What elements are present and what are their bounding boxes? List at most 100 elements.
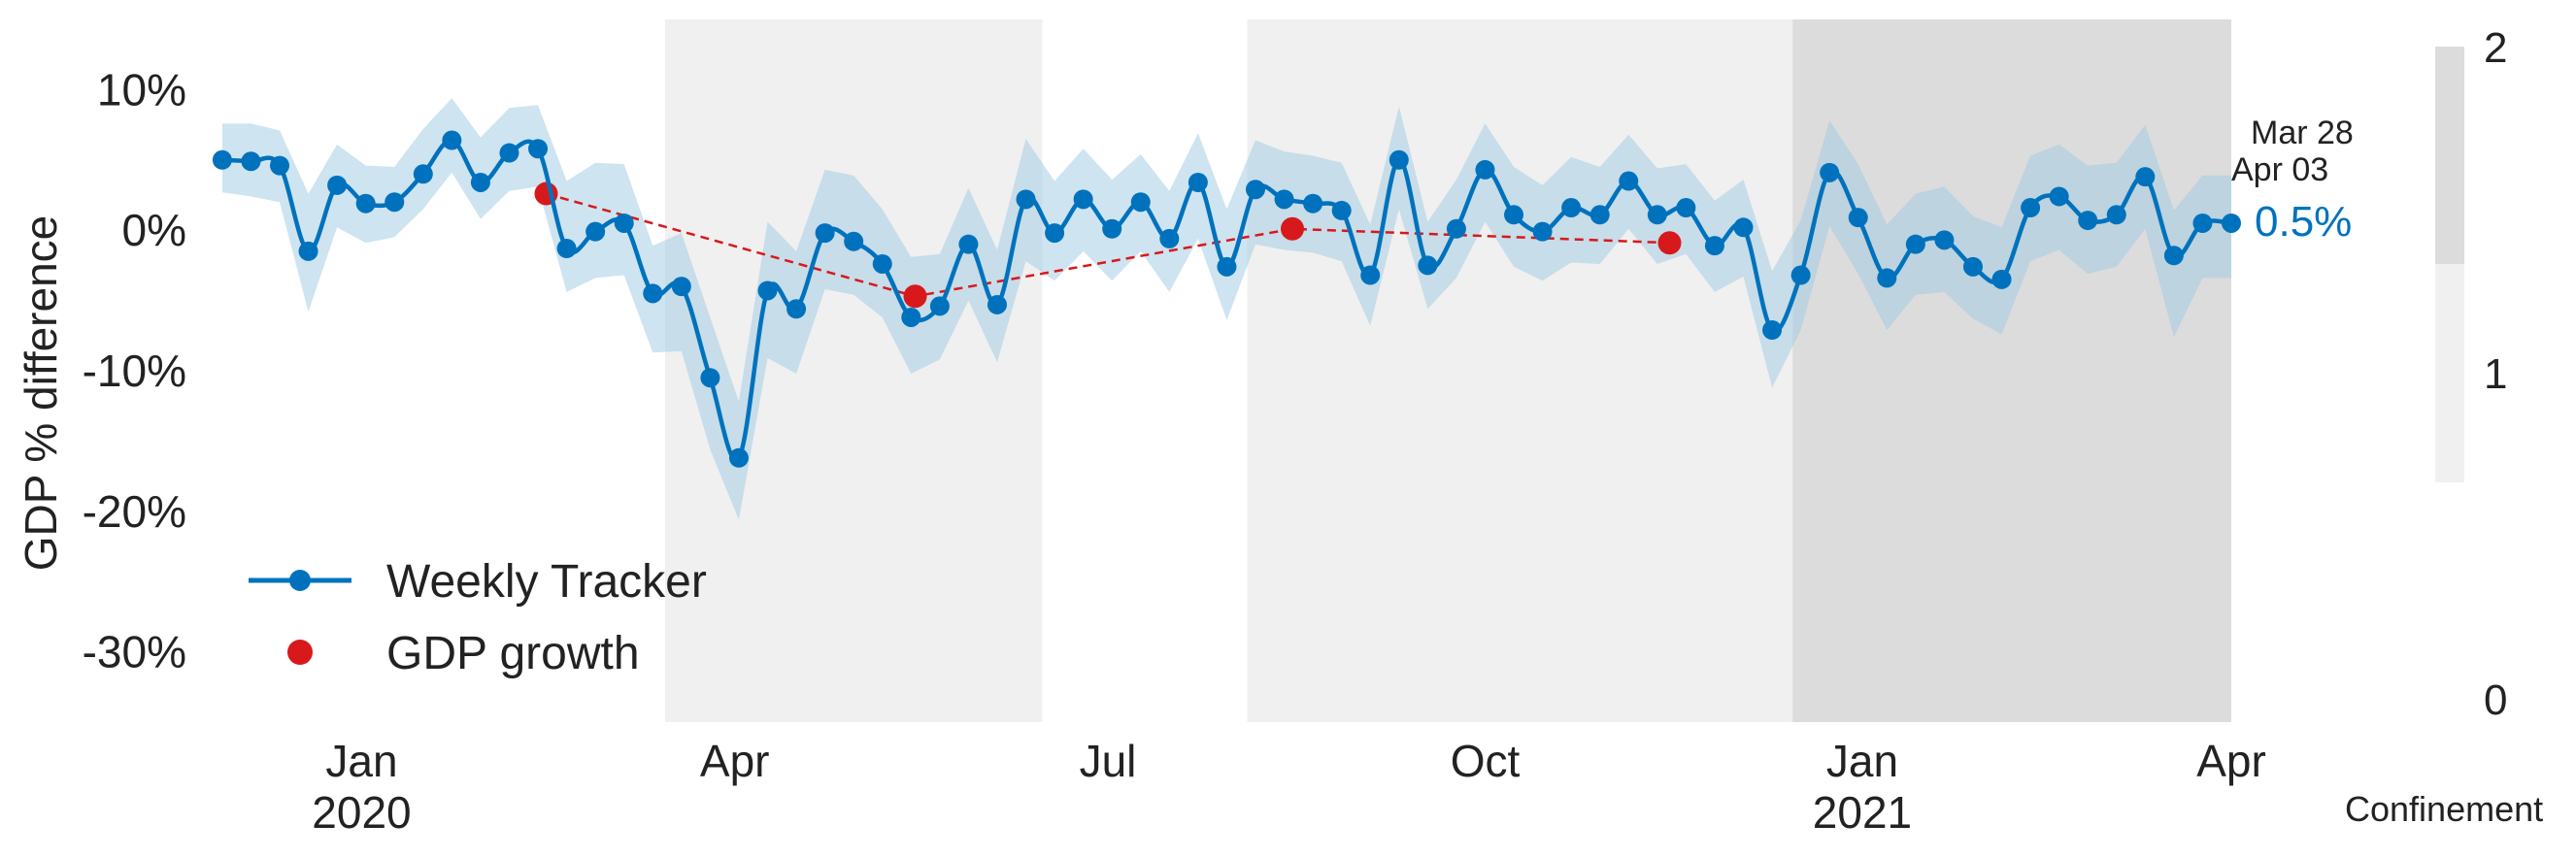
weekly-tracker-point <box>1647 205 1667 225</box>
weekly-tracker-point <box>1504 205 1524 225</box>
weekly-tracker-point <box>1704 236 1724 256</box>
weekly-tracker-point <box>1016 189 1036 210</box>
weekly-tracker-point <box>585 221 606 242</box>
weekly-tracker-point <box>1418 255 1438 276</box>
x-tick-label: Apr <box>2196 736 2266 786</box>
weekly-tracker-point <box>1934 230 1955 250</box>
weekly-tracker-point <box>1360 265 1381 285</box>
weekly-tracker-point <box>1188 172 1208 192</box>
weekly-tracker-point <box>1561 198 1582 218</box>
weekly-tracker-point <box>1619 171 1639 191</box>
weekly-tracker-point <box>1790 265 1811 285</box>
weekly-tracker-point <box>442 130 462 150</box>
weekly-tracker-point <box>2222 213 2241 233</box>
weekly-tracker-point <box>757 280 778 301</box>
x-tick-year-label: 2021 <box>1813 787 1912 838</box>
weekly-tracker-point <box>1246 180 1266 200</box>
weekly-tracker-point <box>470 172 490 192</box>
weekly-tracker-point <box>327 175 348 195</box>
weekly-tracker-point <box>1073 189 1093 210</box>
weekly-tracker-point <box>1905 234 1925 254</box>
weekly-tracker-point <box>929 296 950 316</box>
weekly-tracker-point <box>556 239 577 259</box>
gdp-growth-point <box>1281 216 1305 241</box>
colorbar-segment-level-2 <box>2435 47 2464 264</box>
confinement-period-2 <box>1247 19 1793 722</box>
legend: Weekly Tracker GDP growth <box>249 556 707 679</box>
colorbar: 2 1 0 Confinement <box>2345 24 2543 829</box>
y-tick-label: -10% <box>83 346 186 396</box>
weekly-tracker-point <box>1159 228 1180 248</box>
gdp-growth-series <box>534 181 1682 309</box>
y-tick-label: -20% <box>83 486 186 537</box>
weekly-tracker-point <box>1877 268 1897 288</box>
weekly-tracker-point <box>413 164 433 184</box>
weekly-tracker-point <box>2163 246 2184 266</box>
gdp-growth-dashed-line <box>546 192 1670 298</box>
colorbar-segment-level-1 <box>2435 264 2464 482</box>
legend-label-gdp-growth: GDP growth <box>386 628 640 679</box>
weekly-tracker-point <box>728 447 749 468</box>
weekly-tracker-point <box>1102 218 1122 239</box>
y-tick-label: 0% <box>122 205 186 255</box>
weekly-tracker-point <box>643 283 663 304</box>
annotation-date-bottom: Apr 03 <box>2231 151 2328 188</box>
confidence-band <box>221 98 2232 520</box>
weekly-tracker-point <box>355 193 376 214</box>
x-tick-label: Jan <box>1826 736 1898 786</box>
legend-item-weekly-tracker: Weekly Tracker <box>249 556 707 608</box>
weekly-tracker-point <box>987 294 1007 314</box>
weekly-tracker-point <box>1820 162 1840 182</box>
weekly-tracker-point <box>958 234 979 254</box>
weekly-tracker-point <box>2021 198 2041 218</box>
weekly-tracker-point <box>1589 205 1610 225</box>
weekly-tracker-point <box>1475 159 1495 180</box>
weekly-tracker-point <box>2135 167 2156 187</box>
x-tick-label: Jul <box>1080 736 1137 786</box>
weekly-tracker-point <box>212 149 232 170</box>
annotation-date-top: Mar 28 <box>2251 115 2354 151</box>
weekly-tracker-point <box>1733 217 1754 238</box>
weekly-tracker-point <box>1303 193 1323 214</box>
colorbar-tick-0: 0 <box>2484 676 2507 724</box>
weekly-tracker-point <box>270 155 290 176</box>
x-tick-label: Oct <box>1451 736 1521 786</box>
x-tick-year-label: 2020 <box>312 787 411 838</box>
weekly-tracker-point <box>786 299 807 319</box>
weekly-tracker-point <box>700 368 720 388</box>
weekly-tracker-point <box>528 139 549 159</box>
weekly-tracker-point <box>614 213 634 233</box>
annotation-last-value: 0.5% <box>2255 198 2352 246</box>
weekly-tracker-point <box>1532 221 1553 242</box>
weekly-tracker-point <box>1045 223 1065 244</box>
weekly-tracker-point <box>1991 269 2012 289</box>
weekly-tracker-point <box>2106 205 2126 225</box>
tracker-confidence-band <box>221 98 2232 520</box>
weekly-tracker-point <box>298 241 318 261</box>
colorbar-tick-2: 2 <box>2484 24 2507 72</box>
weekly-tracker-point <box>1762 320 1783 341</box>
weekly-tracker-point <box>901 307 921 327</box>
weekly-tracker-point <box>2192 213 2213 233</box>
weekly-tracker-point <box>844 231 864 251</box>
weekly-tracker-point <box>1676 198 1696 218</box>
weekly-tracker-point <box>815 223 835 244</box>
confinement-period-3 <box>1792 19 2231 722</box>
weekly-tracker-point <box>499 143 519 163</box>
legend-label-weekly-tracker: Weekly Tracker <box>386 556 707 608</box>
weekly-tracker-point <box>1848 208 1868 228</box>
weekly-tracker-point <box>1388 149 1409 170</box>
legend-tracker-marker <box>289 570 311 591</box>
gdp-growth-point <box>903 284 927 309</box>
weekly-tracker-point <box>1217 256 1237 277</box>
x-tick-label: Apr <box>700 736 770 786</box>
colorbar-label: Confinement <box>2345 789 2543 829</box>
weekly-tracker-series <box>212 130 2241 468</box>
y-tick-label: -30% <box>83 627 186 677</box>
colorbar-tick-1: 1 <box>2484 350 2507 398</box>
legend-gdp-marker <box>287 640 313 665</box>
weekly-tracker-point <box>872 253 892 274</box>
weekly-tracker-point <box>241 151 261 172</box>
